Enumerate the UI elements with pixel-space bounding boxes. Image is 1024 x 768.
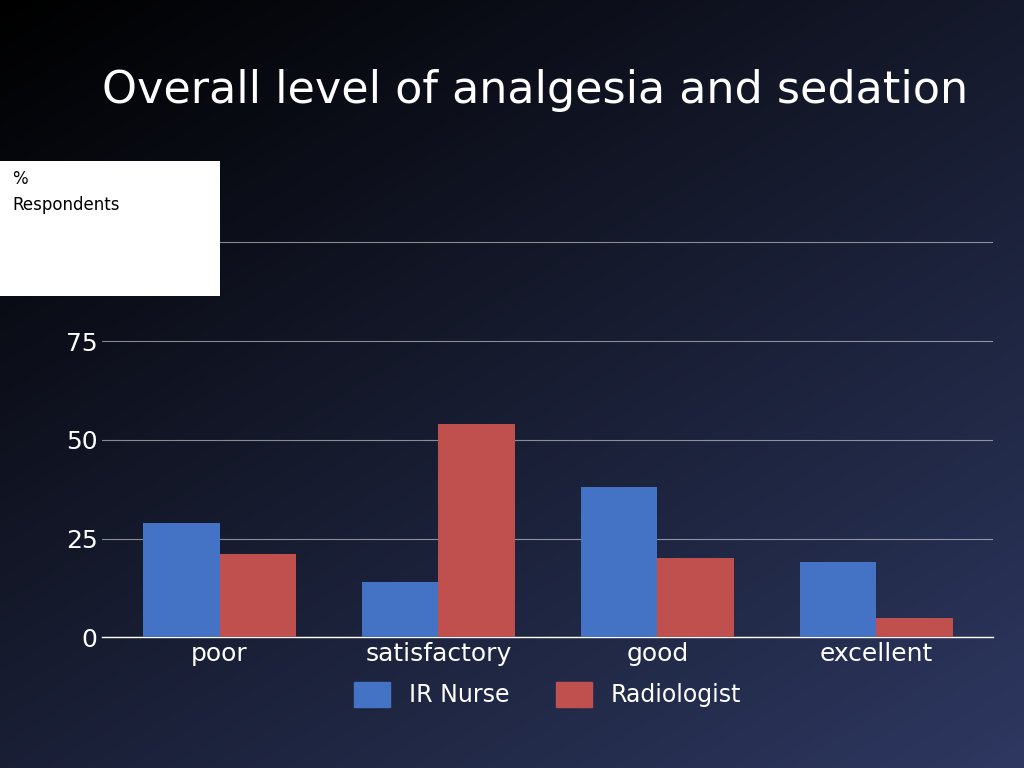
Bar [877,617,952,637]
Bar [800,562,877,637]
Bar [219,554,296,637]
Bar [438,424,515,637]
Text: Overall level of analgesia and sedation: Overall level of analgesia and sedation [102,69,969,112]
Legend: IR Nurse, Radiologist: IR Nurse, Radiologist [345,673,751,717]
Bar [361,582,438,637]
Bar [657,558,734,637]
Text: %: % [12,170,28,188]
Text: Respondents: Respondents [12,196,120,214]
Bar [581,488,657,637]
Bar [143,523,219,637]
